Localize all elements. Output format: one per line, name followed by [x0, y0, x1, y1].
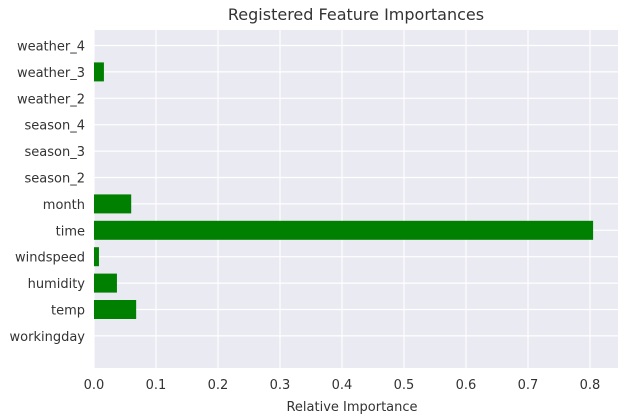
y-tick-label-temp: temp	[51, 304, 85, 319]
x-tick-labels: 0.0 0.1 0.2 0.3 0.4 0.5 0.6 0.7 0.8	[84, 378, 601, 393]
bar-windspeed	[94, 247, 99, 267]
bars	[94, 62, 594, 319]
x-axis-label: Relative Importance	[286, 400, 417, 415]
y-tick-label-weather_3: weather_3	[17, 66, 85, 81]
y-tick-label-season_4: season_4	[25, 119, 85, 134]
bar-time	[94, 220, 594, 240]
x-tick-label: 0.0	[84, 378, 105, 393]
y-tick-label-humidity: humidity	[28, 277, 86, 292]
plot-area	[94, 30, 618, 368]
x-tick-label: 0.5	[394, 378, 415, 393]
y-tick-label-season_2: season_2	[25, 172, 85, 187]
y-tick-label-weather_2: weather_2	[17, 92, 85, 107]
y-tick-label-month: month	[43, 198, 85, 213]
chart-title: Registered Feature Importances	[228, 5, 484, 24]
x-tick-label: 0.3	[270, 378, 291, 393]
y-tick-label-weather_4: weather_4	[17, 40, 85, 55]
bar-weather_3	[94, 62, 104, 82]
y-tick-label-windspeed: windspeed	[15, 251, 85, 266]
y-tick-label-time: time	[56, 224, 85, 239]
x-tick-label: 0.2	[208, 378, 229, 393]
x-tick-label: 0.4	[332, 378, 353, 393]
x-tick-label: 0.8	[580, 378, 601, 393]
bar-humidity	[94, 273, 117, 293]
x-tick-label: 0.6	[456, 378, 477, 393]
bar-temp	[94, 300, 137, 319]
y-tick-labels: workingday temp humidity windspeed time month…	[10, 40, 86, 345]
x-tick-label: 0.7	[518, 378, 539, 393]
y-tick-label-workingday: workingday	[10, 330, 86, 345]
y-tick-label-season_3: season_3	[25, 145, 85, 160]
x-tick-label: 0.1	[146, 378, 167, 393]
bar-month	[94, 194, 132, 214]
